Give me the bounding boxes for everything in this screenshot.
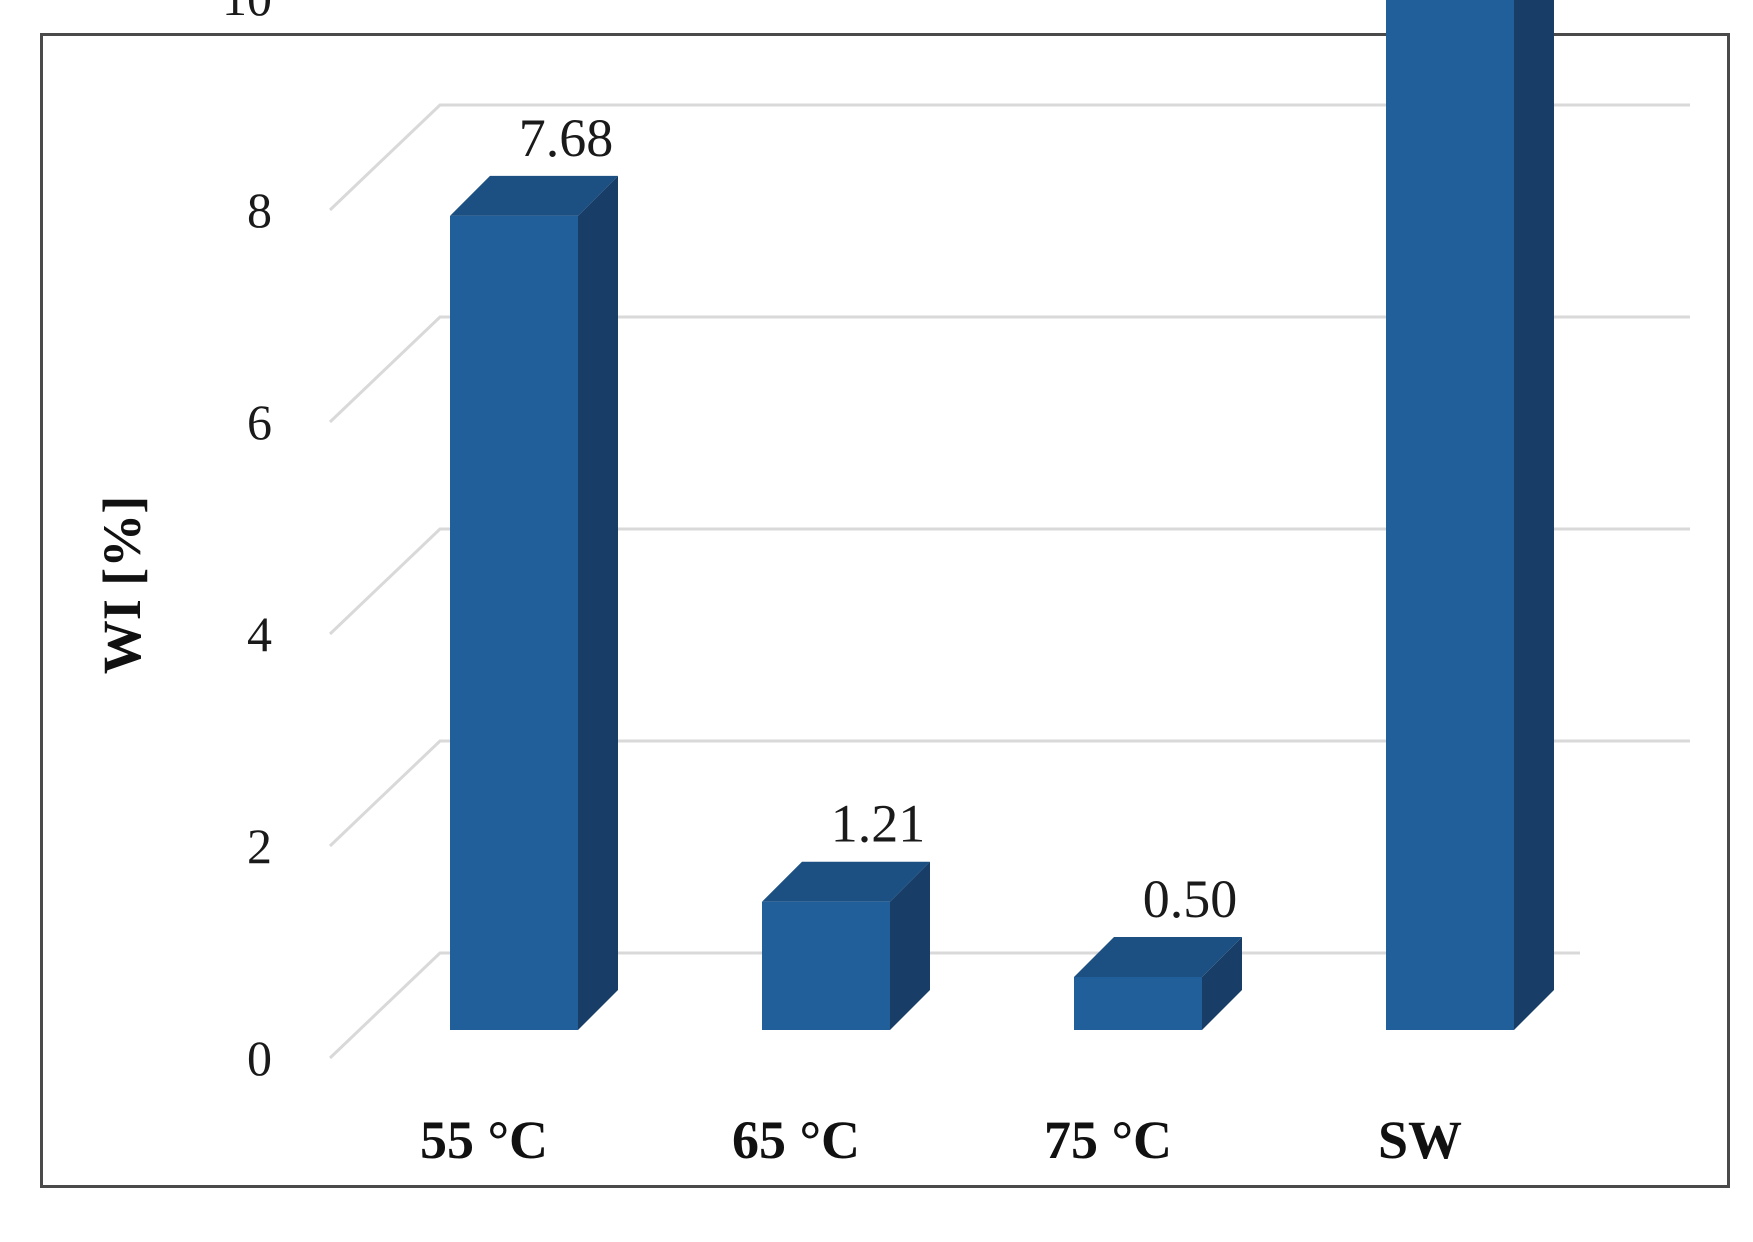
gridline-2 xyxy=(328,739,1690,848)
bar-side-3 xyxy=(1514,0,1554,1030)
bar-2 xyxy=(1074,977,1202,1030)
data-label: 0.50 xyxy=(1143,869,1238,929)
y-tick-label: 2 xyxy=(247,818,272,874)
y-tick-label: 8 xyxy=(247,182,272,238)
data-label: 7.68 xyxy=(519,108,614,168)
gridline-8 xyxy=(328,103,1690,212)
x-category-label: 75 °C xyxy=(1044,1110,1172,1170)
gridline-4 xyxy=(328,527,1690,636)
y-tick-label: 6 xyxy=(247,394,272,450)
y-tick-label: 4 xyxy=(247,606,272,662)
y-axis-title: WI [%] xyxy=(92,496,152,674)
bar-1 xyxy=(762,901,890,1030)
bar-side-1 xyxy=(890,861,930,1030)
data-label: 1.21 xyxy=(831,794,926,854)
bar-top-0 xyxy=(450,175,618,216)
x-category-label: 65 °C xyxy=(732,1110,860,1170)
y-tick-label: 10 xyxy=(222,0,272,26)
gridline-6 xyxy=(328,315,1690,424)
x-category-label: 55 °C xyxy=(420,1110,548,1170)
bar-3 xyxy=(1386,0,1514,1030)
bar-side-0 xyxy=(578,175,618,1031)
bar-top-2 xyxy=(1074,937,1242,977)
y-tick-label: 0 xyxy=(247,1030,272,1086)
bar-side-2 xyxy=(1202,937,1242,1030)
bar-top-1 xyxy=(762,861,930,902)
bar-0 xyxy=(450,215,578,1031)
x-category-label: SW xyxy=(1378,1110,1462,1170)
bars xyxy=(450,0,1554,1031)
